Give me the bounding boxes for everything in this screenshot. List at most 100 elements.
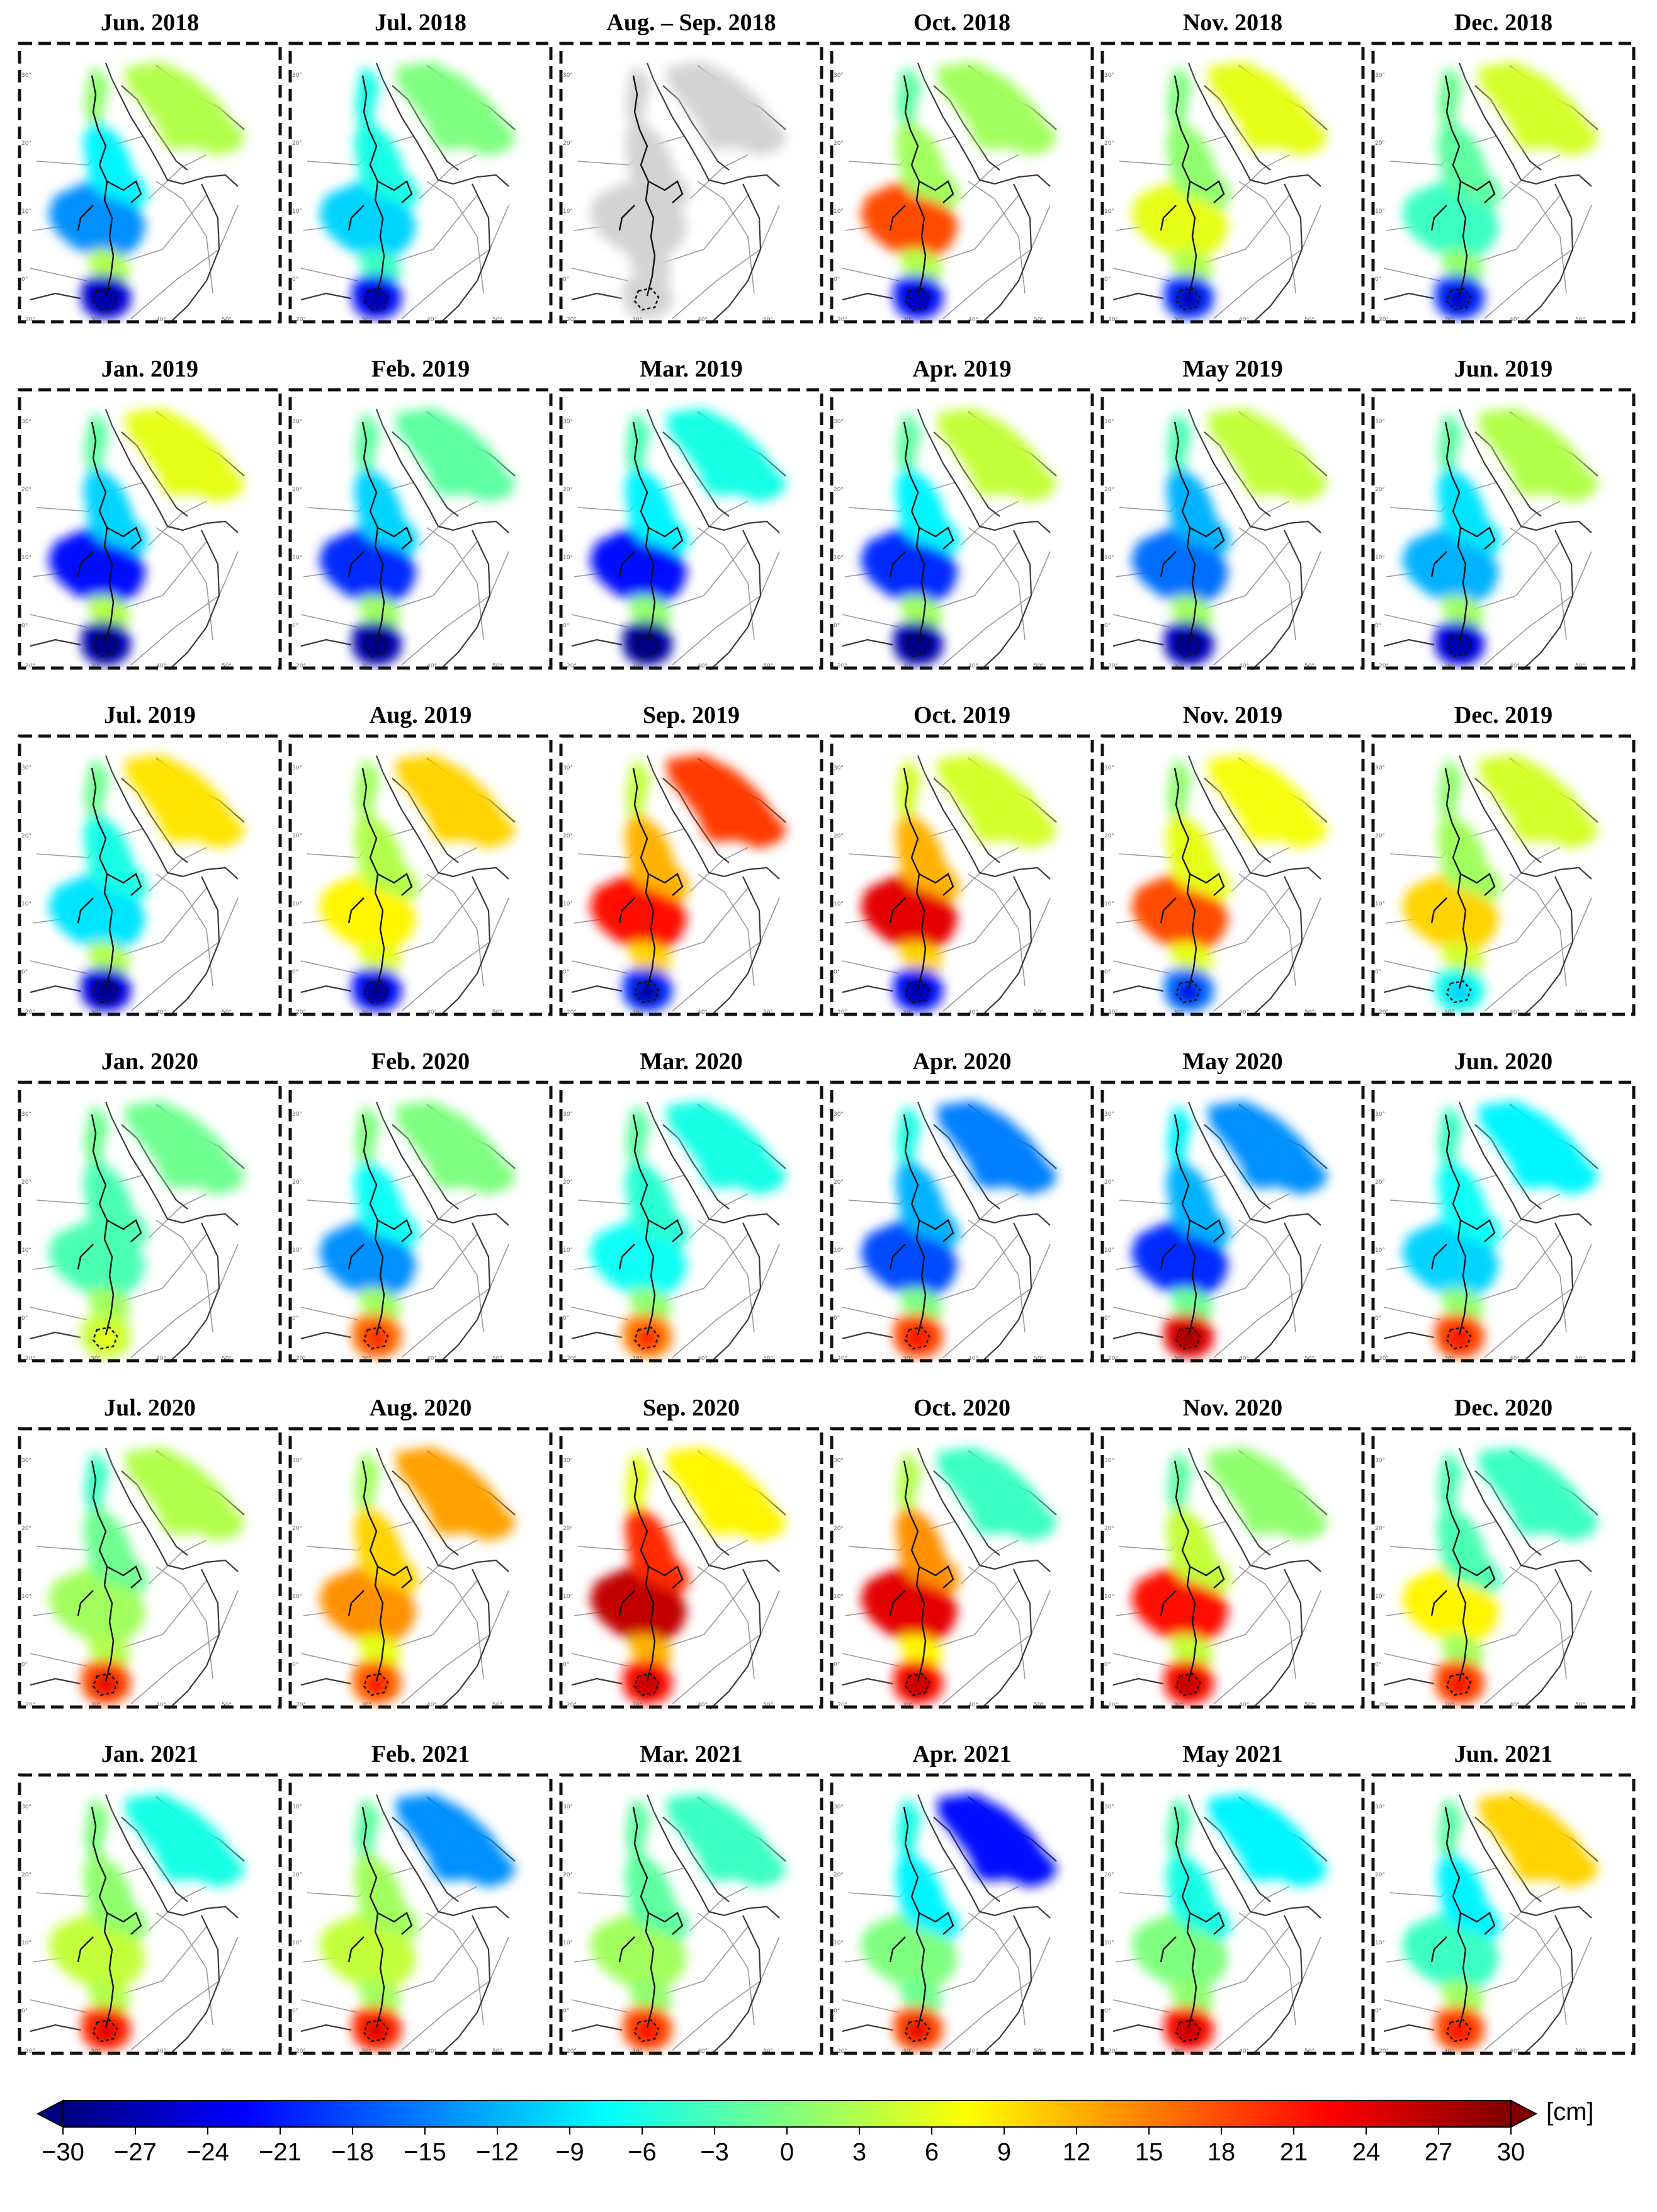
- svg-text:50°: 50°: [222, 1009, 232, 1016]
- svg-text:0°: 0°: [834, 2008, 840, 2014]
- panel-map: 20° 30° 40° 50° 30° 20° 10° 0°: [1371, 388, 1636, 670]
- svg-text:40°: 40°: [968, 1009, 978, 1016]
- svg-text:0°: 0°: [834, 1315, 840, 1322]
- map-panel: Mar. 2021 20° 30° 40° 50° 30° 20° 10° 0°: [559, 1737, 823, 2055]
- region-arabia: [1478, 754, 1599, 849]
- svg-text:40°: 40°: [156, 2048, 166, 2055]
- panel-map: 20° 30° 40° 50° 30° 20° 10° 0°: [1100, 734, 1365, 1016]
- svg-text:0°: 0°: [21, 1662, 28, 1668]
- svg-text:20°: 20°: [296, 663, 306, 669]
- svg-text:30°: 30°: [21, 1111, 31, 1118]
- svg-text:10°: 10°: [563, 1594, 573, 1600]
- svg-text:0°: 0°: [1104, 1315, 1111, 1322]
- panel-map: 20° 30° 40° 50° 30° 20° 10° 0°: [559, 1427, 823, 1709]
- svg-text:20°: 20°: [1104, 487, 1114, 493]
- panel-map: 20° 30° 40° 50° 30° 20° 10° 0°: [18, 1773, 282, 2055]
- colorbar-tick-label: 18: [1207, 2138, 1236, 2166]
- region-south: [1131, 1913, 1229, 1994]
- svg-text:50°: 50°: [492, 1702, 502, 1708]
- panel-title: Mar. 2021: [640, 1741, 743, 1767]
- svg-text:40°: 40°: [1510, 317, 1520, 323]
- map-panel: Oct. 2019 20° 30° 40° 50° 30° 20° 10° 0°: [830, 698, 1094, 1016]
- svg-text:20°: 20°: [292, 487, 302, 493]
- svg-text:20°: 20°: [1375, 140, 1385, 147]
- svg-text:30°: 30°: [91, 1009, 101, 1016]
- svg-text:10°: 10°: [563, 1940, 573, 1946]
- region-arabia: [937, 62, 1058, 156]
- region-arabia: [125, 408, 246, 502]
- svg-text:40°: 40°: [156, 1009, 166, 1016]
- svg-text:40°: 40°: [698, 317, 708, 323]
- svg-text:0°: 0°: [292, 1662, 298, 1668]
- region-south: [319, 1913, 417, 1994]
- region-south: [1131, 874, 1229, 955]
- panel-title: Feb. 2019: [371, 356, 470, 382]
- svg-text:0°: 0°: [1104, 623, 1111, 629]
- svg-text:10°: 10°: [834, 901, 844, 907]
- svg-text:30°: 30°: [563, 1458, 573, 1464]
- svg-text:30°: 30°: [834, 419, 844, 425]
- svg-text:40°: 40°: [968, 1702, 978, 1708]
- panel-title: Aug. – Sep. 2018: [606, 9, 776, 36]
- svg-text:20°: 20°: [25, 663, 35, 669]
- svg-text:30°: 30°: [1173, 1702, 1184, 1708]
- region-arabia: [937, 1793, 1058, 1888]
- panel-title: Apr. 2020: [912, 1048, 1012, 1075]
- map-panel: Apr. 2020 20° 30° 40° 50° 30° 20° 10° 0°: [830, 1044, 1094, 1363]
- svg-text:20°: 20°: [21, 1872, 31, 1878]
- svg-text:40°: 40°: [156, 1702, 166, 1708]
- svg-text:40°: 40°: [698, 663, 708, 669]
- svg-text:40°: 40°: [427, 1009, 437, 1016]
- svg-text:0°: 0°: [563, 623, 569, 629]
- map-panel: Jan. 2019 20° 30° 40° 50° 30° 20° 10° 0°: [18, 351, 282, 670]
- panel-map: 20° 30° 40° 50° 30° 20° 10° 0°: [830, 734, 1094, 1016]
- svg-text:0°: 0°: [563, 276, 569, 283]
- svg-text:30°: 30°: [1173, 663, 1184, 669]
- svg-text:0°: 0°: [1104, 1662, 1111, 1668]
- svg-text:30°: 30°: [21, 765, 31, 771]
- region-sudan: [895, 468, 961, 555]
- region-sudan: [895, 1854, 961, 1941]
- svg-text:20°: 20°: [563, 1526, 573, 1532]
- panel-map: 20° 30° 40° 50° 30° 20° 10° 0°: [288, 42, 553, 324]
- region-sudan: [83, 815, 149, 902]
- svg-text:30°: 30°: [1173, 1009, 1184, 1016]
- region-sudan: [354, 1161, 419, 1248]
- svg-text:10°: 10°: [834, 555, 844, 561]
- region-arabia: [666, 1793, 787, 1888]
- region-arabia: [666, 754, 787, 849]
- colorbar-tick-label: −12: [476, 2138, 519, 2166]
- region-south: [1401, 181, 1500, 262]
- svg-text:10°: 10°: [292, 208, 302, 215]
- svg-text:0°: 0°: [1375, 1662, 1381, 1668]
- region-arabia: [666, 1447, 787, 1541]
- svg-text:40°: 40°: [427, 2048, 437, 2055]
- svg-text:10°: 10°: [1104, 1247, 1114, 1254]
- svg-text:30°: 30°: [21, 1804, 31, 1810]
- region-sudan: [1437, 1854, 1502, 1941]
- panel-map: 20° 30° 40° 50° 30° 20° 10° 0°: [18, 42, 282, 324]
- region-arabia: [1207, 754, 1328, 849]
- svg-text:30°: 30°: [91, 2048, 101, 2055]
- region-arabia: [937, 754, 1058, 849]
- svg-text:20°: 20°: [25, 317, 35, 323]
- svg-text:50°: 50°: [763, 317, 773, 323]
- svg-text:30°: 30°: [834, 1804, 844, 1810]
- svg-text:20°: 20°: [1104, 1872, 1114, 1878]
- map-panel: Oct. 2020 20° 30° 40° 50° 30° 20° 10° 0°: [830, 1390, 1094, 1709]
- svg-text:10°: 10°: [1375, 1940, 1385, 1946]
- svg-text:20°: 20°: [1375, 1179, 1385, 1186]
- svg-text:10°: 10°: [1104, 901, 1114, 907]
- svg-text:20°: 20°: [21, 140, 31, 147]
- region-south: [1401, 874, 1500, 955]
- panel-map: 20° 30° 40° 50° 30° 20° 10° 0°: [1371, 42, 1636, 324]
- region-south: [860, 1567, 958, 1647]
- map-panel: Jul. 2020 20° 30° 40° 50° 30° 20° 10° 0°: [18, 1390, 282, 1709]
- svg-text:10°: 10°: [834, 1247, 844, 1254]
- panel-title: Jun. 2019: [1454, 356, 1553, 382]
- svg-text:40°: 40°: [427, 663, 437, 669]
- svg-text:0°: 0°: [21, 969, 28, 975]
- svg-text:20°: 20°: [292, 833, 302, 839]
- svg-text:20°: 20°: [21, 1179, 31, 1186]
